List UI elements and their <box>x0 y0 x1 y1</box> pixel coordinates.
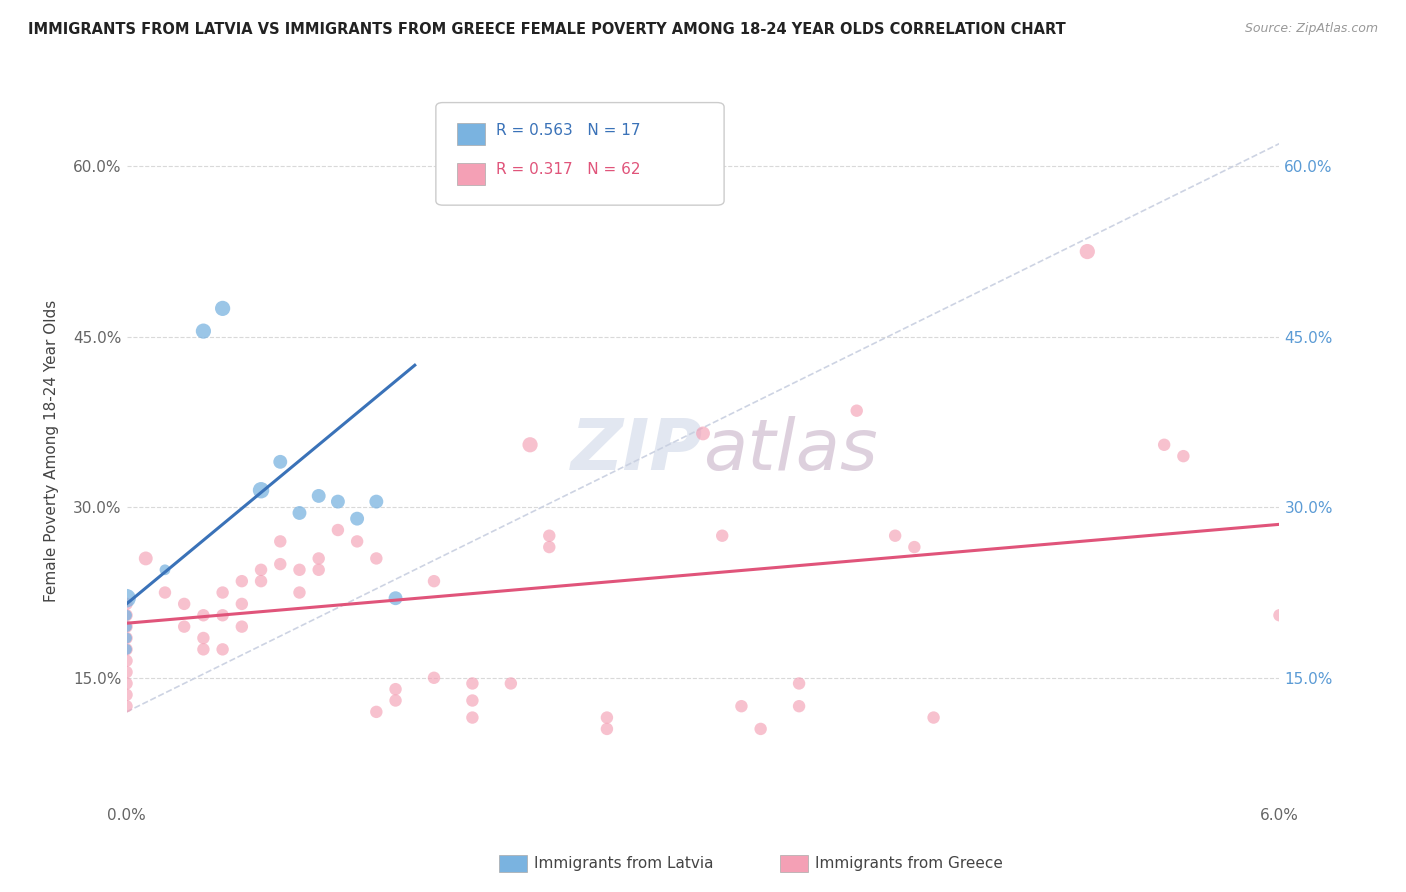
Point <box>461 676 484 690</box>
Point <box>193 631 215 645</box>
Point <box>250 563 273 577</box>
Point <box>1173 449 1195 463</box>
Point <box>903 540 925 554</box>
Point <box>115 631 138 645</box>
Point <box>366 705 388 719</box>
Point <box>596 722 619 736</box>
Point <box>115 608 138 623</box>
Point <box>692 426 714 441</box>
Point <box>538 529 561 543</box>
Point <box>423 671 446 685</box>
Point <box>384 682 406 697</box>
Point <box>308 563 330 577</box>
Text: Source: ZipAtlas.com: Source: ZipAtlas.com <box>1244 22 1378 36</box>
Point <box>250 574 273 589</box>
Point <box>711 529 734 543</box>
Point <box>423 574 446 589</box>
Text: R = 0.317   N = 62: R = 0.317 N = 62 <box>496 162 641 178</box>
Point <box>193 642 215 657</box>
Point <box>326 523 349 537</box>
Point <box>269 455 291 469</box>
Point <box>845 403 868 417</box>
Point <box>884 529 907 543</box>
Y-axis label: Female Poverty Among 18-24 Year Olds: Female Poverty Among 18-24 Year Olds <box>45 300 59 601</box>
Point <box>1268 608 1291 623</box>
Point <box>115 688 138 702</box>
Point <box>461 693 484 707</box>
Point <box>308 551 330 566</box>
Point <box>211 642 233 657</box>
Point <box>173 619 195 633</box>
Text: Immigrants from Greece: Immigrants from Greece <box>815 856 1004 871</box>
Point <box>193 608 215 623</box>
Point <box>115 608 138 623</box>
Point <box>115 676 138 690</box>
Text: R = 0.563   N = 17: R = 0.563 N = 17 <box>496 123 641 138</box>
Point <box>346 534 368 549</box>
Point <box>1153 438 1175 452</box>
Point <box>366 551 388 566</box>
Point <box>288 563 311 577</box>
Point <box>115 642 138 657</box>
Point <box>269 534 291 549</box>
Point <box>115 619 138 633</box>
Text: Immigrants from Latvia: Immigrants from Latvia <box>534 856 714 871</box>
Point <box>326 494 349 508</box>
Point <box>787 676 810 690</box>
Point <box>461 710 484 724</box>
Point <box>211 301 233 316</box>
Point <box>499 676 522 690</box>
Text: ZIP: ZIP <box>571 416 703 485</box>
Point <box>384 693 406 707</box>
Point <box>519 187 541 202</box>
Point <box>153 563 176 577</box>
Point <box>115 665 138 679</box>
Point <box>115 591 138 606</box>
Point <box>115 597 138 611</box>
Point <box>211 585 233 599</box>
Point <box>250 483 273 498</box>
Point <box>115 699 138 714</box>
Point <box>538 540 561 554</box>
Point <box>231 619 253 633</box>
Point <box>596 710 619 724</box>
Point <box>922 710 945 724</box>
Point <box>384 591 406 606</box>
Point <box>366 494 388 508</box>
Text: IMMIGRANTS FROM LATVIA VS IMMIGRANTS FROM GREECE FEMALE POVERTY AMONG 18-24 YEAR: IMMIGRANTS FROM LATVIA VS IMMIGRANTS FRO… <box>28 22 1066 37</box>
Point <box>749 722 772 736</box>
Point <box>308 489 330 503</box>
Point <box>787 699 810 714</box>
Point <box>231 574 253 589</box>
Point <box>115 631 138 645</box>
Point <box>135 551 157 566</box>
Point <box>346 511 368 525</box>
Point <box>115 619 138 633</box>
Text: atlas: atlas <box>703 416 877 485</box>
Point <box>211 608 233 623</box>
Point <box>1076 244 1098 259</box>
Point <box>193 324 215 338</box>
Point <box>269 557 291 571</box>
Point <box>288 585 311 599</box>
Point <box>231 597 253 611</box>
Point <box>153 585 176 599</box>
Point <box>115 654 138 668</box>
Point <box>730 699 752 714</box>
Point <box>115 642 138 657</box>
Point <box>288 506 311 520</box>
Point <box>519 438 541 452</box>
Point <box>173 597 195 611</box>
